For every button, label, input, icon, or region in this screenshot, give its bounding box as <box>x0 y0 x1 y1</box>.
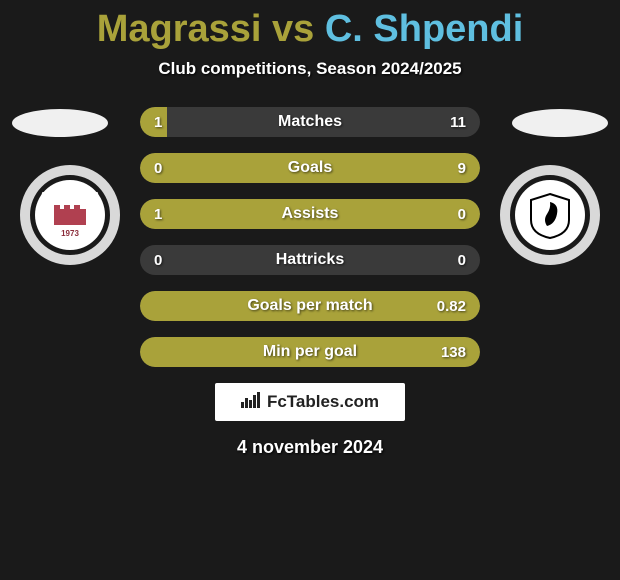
title-player2: C. Shpendi <box>325 8 523 50</box>
footer-brand-badge: FcTables.com <box>215 383 405 421</box>
stat-value-right: 138 <box>441 344 466 361</box>
seahorse-shield-icon <box>525 190 575 240</box>
badge-inner-right <box>515 180 585 250</box>
stat-value-right: 0 <box>458 206 466 223</box>
stat-value-left: 0 <box>154 160 162 177</box>
stat-row: 1 Assists 0 <box>140 199 480 229</box>
badge-inner-left: A.S. CITTADELLA 1973 <box>35 180 105 250</box>
badge-left-year: 1973 <box>41 229 100 238</box>
stat-label: Min per goal <box>263 343 357 361</box>
subtitle: Club competitions, Season 2024/2025 <box>0 59 620 79</box>
stat-label: Hattricks <box>276 251 344 269</box>
footer-brand-text: FcTables.com <box>267 392 379 412</box>
stat-value-right: 11 <box>450 114 466 131</box>
stat-row: Min per goal 138 <box>140 337 480 367</box>
stat-label: Assists <box>282 205 339 223</box>
stat-label: Matches <box>278 113 342 131</box>
stat-row: Goals per match 0.82 <box>140 291 480 321</box>
title-player1: Magrassi <box>97 8 262 50</box>
title-vs: vs <box>261 8 324 50</box>
badge-left-name: A.S. CITTADELLA <box>41 192 100 199</box>
stat-value-right: 0.82 <box>437 298 466 315</box>
left-oval <box>12 109 108 137</box>
stat-value-left: 1 <box>154 206 162 223</box>
team-badge-left: A.S. CITTADELLA 1973 <box>20 165 120 265</box>
date-text: 4 november 2024 <box>0 437 620 458</box>
stat-value-right: 9 <box>458 160 466 177</box>
stat-value-left: 1 <box>154 114 162 131</box>
content-area: A.S. CITTADELLA 1973 <box>0 107 620 458</box>
stat-row: 0 Hattricks 0 <box>140 245 480 275</box>
badge-ring-left: A.S. CITTADELLA 1973 <box>20 165 120 265</box>
bars-icon <box>241 392 261 413</box>
right-oval <box>512 109 608 137</box>
badge-ring-right <box>500 165 600 265</box>
stat-label: Goals per match <box>247 297 372 315</box>
stat-value-right: 0 <box>458 252 466 269</box>
team-badge-right <box>500 165 600 265</box>
castle-icon <box>50 199 90 227</box>
stat-value-left: 0 <box>154 252 162 269</box>
stats-container: 1 Matches 11 0 Goals 9 1 Assists 0 0 Hattricks 0 Goa… <box>140 107 480 367</box>
stat-row: 0 Goals 9 <box>140 153 480 183</box>
stat-label: Goals <box>288 159 332 177</box>
stat-row: 1 Matches 11 <box>140 107 480 137</box>
page-title: Magrassi vs C. Shpendi <box>0 0 620 51</box>
